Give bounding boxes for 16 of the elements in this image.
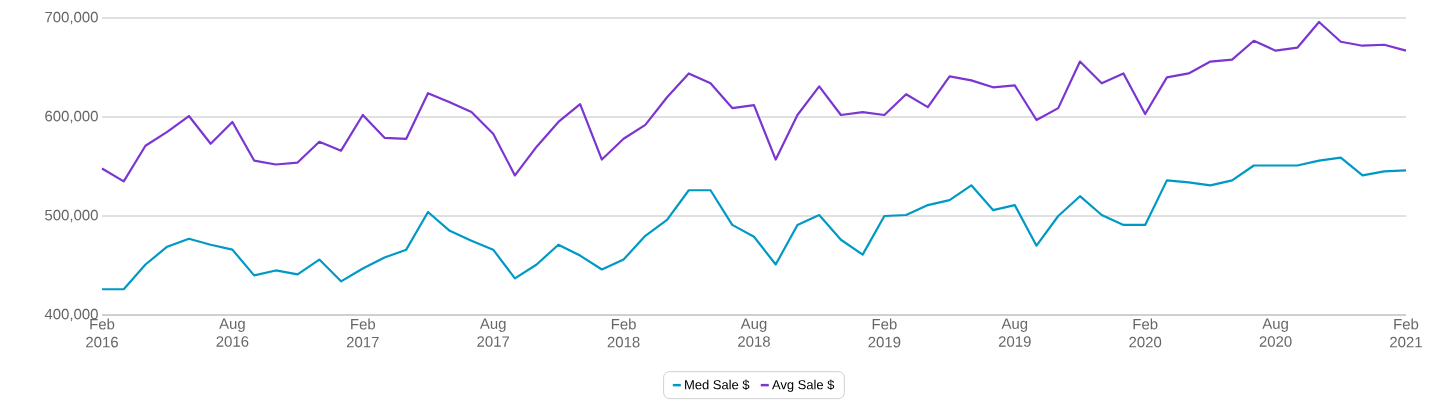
x-tick-label: Aug 2020	[1259, 318, 1292, 347]
x-tick-label: Feb 2017	[346, 318, 379, 348]
x-tick-label: Feb 2018	[607, 318, 640, 348]
y-tick-label: 600,000	[45, 110, 98, 124]
x-tick-label: Aug 2017	[477, 318, 510, 347]
y-tick-label: 700,000	[45, 11, 98, 25]
legend-label: Avg Sale $	[772, 379, 835, 392]
x-tick-label: Aug 2016	[216, 318, 249, 347]
y-tick-label: 500,000	[45, 209, 98, 223]
legend-label: Med Sale $	[685, 379, 750, 391]
x-tick-label: Feb 2021	[1390, 318, 1422, 348]
x-tick-label: Feb 2020	[1129, 318, 1162, 348]
x-tick-label: Feb 2019	[868, 318, 901, 348]
x-tick-label: Aug 2018	[738, 318, 770, 347]
line-series	[100, 20, 1408, 183]
x-tick-label: Aug 2019	[998, 318, 1031, 347]
